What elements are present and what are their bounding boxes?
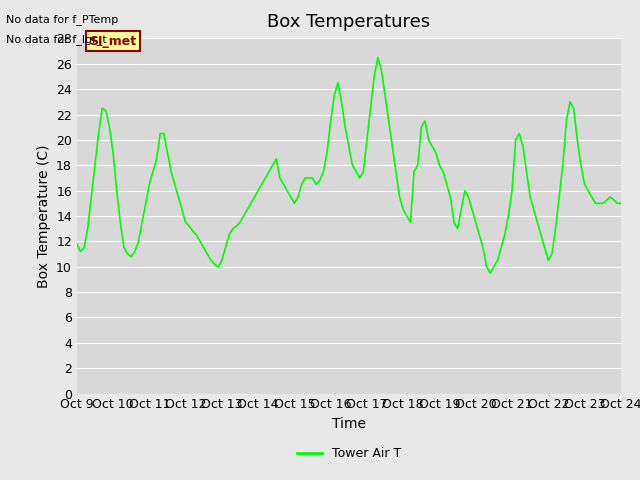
Text: SI_met: SI_met [90,35,136,48]
Y-axis label: Box Temperature (C): Box Temperature (C) [36,144,51,288]
Text: No data for f_lgr_t: No data for f_lgr_t [6,34,107,45]
Title: Box Temperatures: Box Temperatures [268,13,430,31]
Legend: Tower Air T: Tower Air T [292,443,406,466]
X-axis label: Time: Time [332,417,366,431]
Text: No data for f_PTemp: No data for f_PTemp [6,14,118,25]
